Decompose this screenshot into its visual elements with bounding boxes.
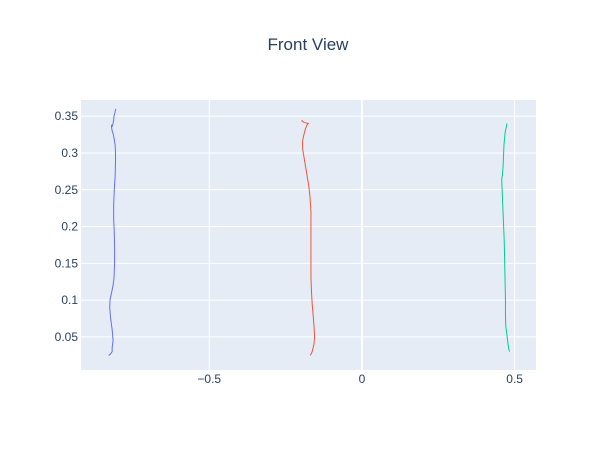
y-tick-label: 0.2: [61, 220, 78, 234]
y-tick-label: 0.35: [55, 109, 79, 123]
plot-area: [81, 100, 536, 370]
series-layer: [108, 108, 510, 356]
y-tick-label: 0.25: [55, 183, 79, 197]
tick-labels: 0.05 0.1 0.15 0.2 0.25 0.3 0.35 −0.5 0 0.5: [55, 109, 524, 386]
chart-title: Front View: [268, 35, 350, 54]
x-tick-label: 0: [359, 372, 366, 386]
x-tick-label: −0.5: [197, 372, 221, 386]
y-tick-label: 0.05: [55, 330, 79, 344]
x-tick-label: 0.5: [506, 372, 523, 386]
series-line-1: [108, 108, 117, 356]
series-line-3: [501, 123, 510, 352]
y-tick-label: 0.1: [61, 293, 78, 307]
y-tick-label: 0.15: [55, 256, 79, 270]
series-line-2: [301, 120, 316, 356]
grid-lines: [81, 100, 536, 370]
y-tick-label: 0.3: [61, 146, 78, 160]
